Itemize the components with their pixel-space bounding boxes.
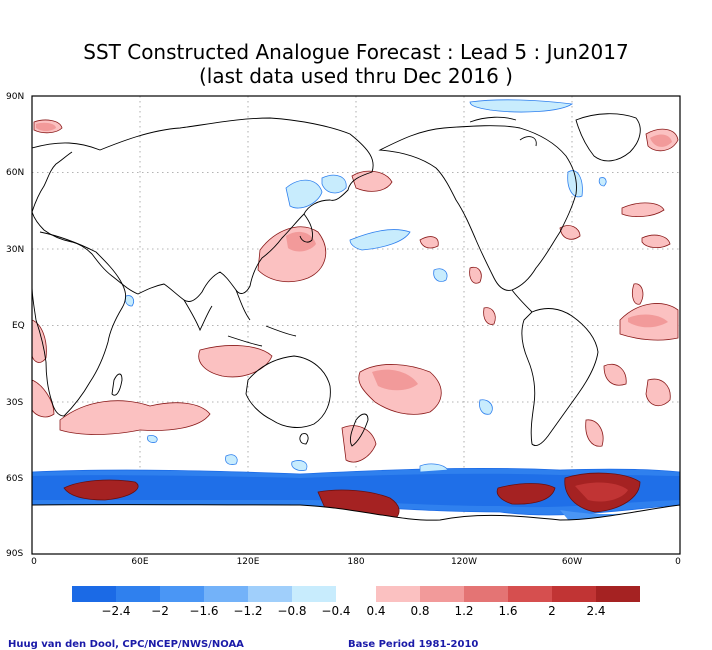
colorbar-swatch-cool-2 [160, 586, 204, 602]
colorbar-swatch-warm-4 [552, 586, 596, 602]
colorbar-label-cool-2: −1.6 [189, 604, 219, 618]
lat-label-90n: 90N [6, 92, 25, 102]
colorbar-swatch-cool-1 [116, 586, 160, 602]
lon-label-0-east: 0 [675, 557, 681, 567]
lat-label-30n: 30N [6, 245, 25, 255]
footer-credit: Huug van den Dool, CPC/NCEP/NWS/NOAA [8, 639, 244, 650]
colorbar-swatch-cool-0 [72, 586, 116, 602]
colorbar-label-cool-1: −2 [151, 604, 169, 618]
colorbar-label-cool-3: −1.2 [233, 604, 263, 618]
lat-label-90s: 90S [6, 549, 24, 559]
colorbar-swatch-cool-4 [248, 586, 292, 602]
colorbar-label-warm-3: 1.6 [498, 604, 518, 618]
lon-label-180: 180 [347, 557, 365, 567]
colorbar-swatch-cool-5 [292, 586, 336, 602]
colorbar-label-warm-0: 0.4 [366, 604, 386, 618]
antarctica-coast [32, 504, 680, 554]
lon-label-0: 0 [31, 557, 37, 567]
continent-outlines [32, 113, 641, 447]
lon-label-120w: 120W [450, 557, 478, 567]
colorbar-label-warm-1: 0.8 [410, 604, 430, 618]
chart-title: SST Constructed Analogue Forecast : Lead… [83, 40, 629, 64]
colorbar-swatch-warm-3 [508, 586, 552, 602]
warm-anomalies [32, 119, 679, 463]
colorbar-label-warm-2: 1.2 [454, 604, 474, 618]
colorbar-label-cool-4: −0.8 [277, 604, 307, 618]
colorbar-swatch-warm-1 [420, 586, 464, 602]
warm-anomalies-core [36, 122, 672, 391]
lon-label-60w: 60W [561, 557, 583, 567]
warm-anomaly-south-indian [63, 479, 139, 501]
colorbar-swatch-warm-2 [464, 586, 508, 602]
lat-label-30s: 30S [6, 398, 24, 408]
lon-label-120e: 120E [236, 557, 260, 567]
footer-base-period: Base Period 1981-2010 [348, 639, 479, 650]
colorbar-swatch-warm-0 [376, 586, 420, 602]
lat-label-eq: EQ [12, 321, 25, 331]
cool-anomalies [124, 99, 607, 473]
map-frame [31, 95, 681, 555]
colorbar-label-cool-5: −0.4 [321, 604, 351, 618]
colorbar-label-cool-0: −2.4 [101, 604, 131, 618]
colorbar-label-warm-5: 2.4 [586, 604, 606, 618]
lat-label-60s: 60S [6, 474, 24, 484]
lon-label-60e: 60E [131, 557, 149, 567]
warm-anomaly-bellingshausen [496, 483, 556, 505]
chart-subtitle: (last data used thru Dec 2016 ) [199, 64, 513, 88]
lat-label-60n: 60N [6, 168, 25, 178]
colorbar-swatch-warm-5 [596, 586, 640, 602]
colorbar-label-warm-4: 2 [548, 604, 556, 618]
colorbar-swatch-cool-3 [204, 586, 248, 602]
